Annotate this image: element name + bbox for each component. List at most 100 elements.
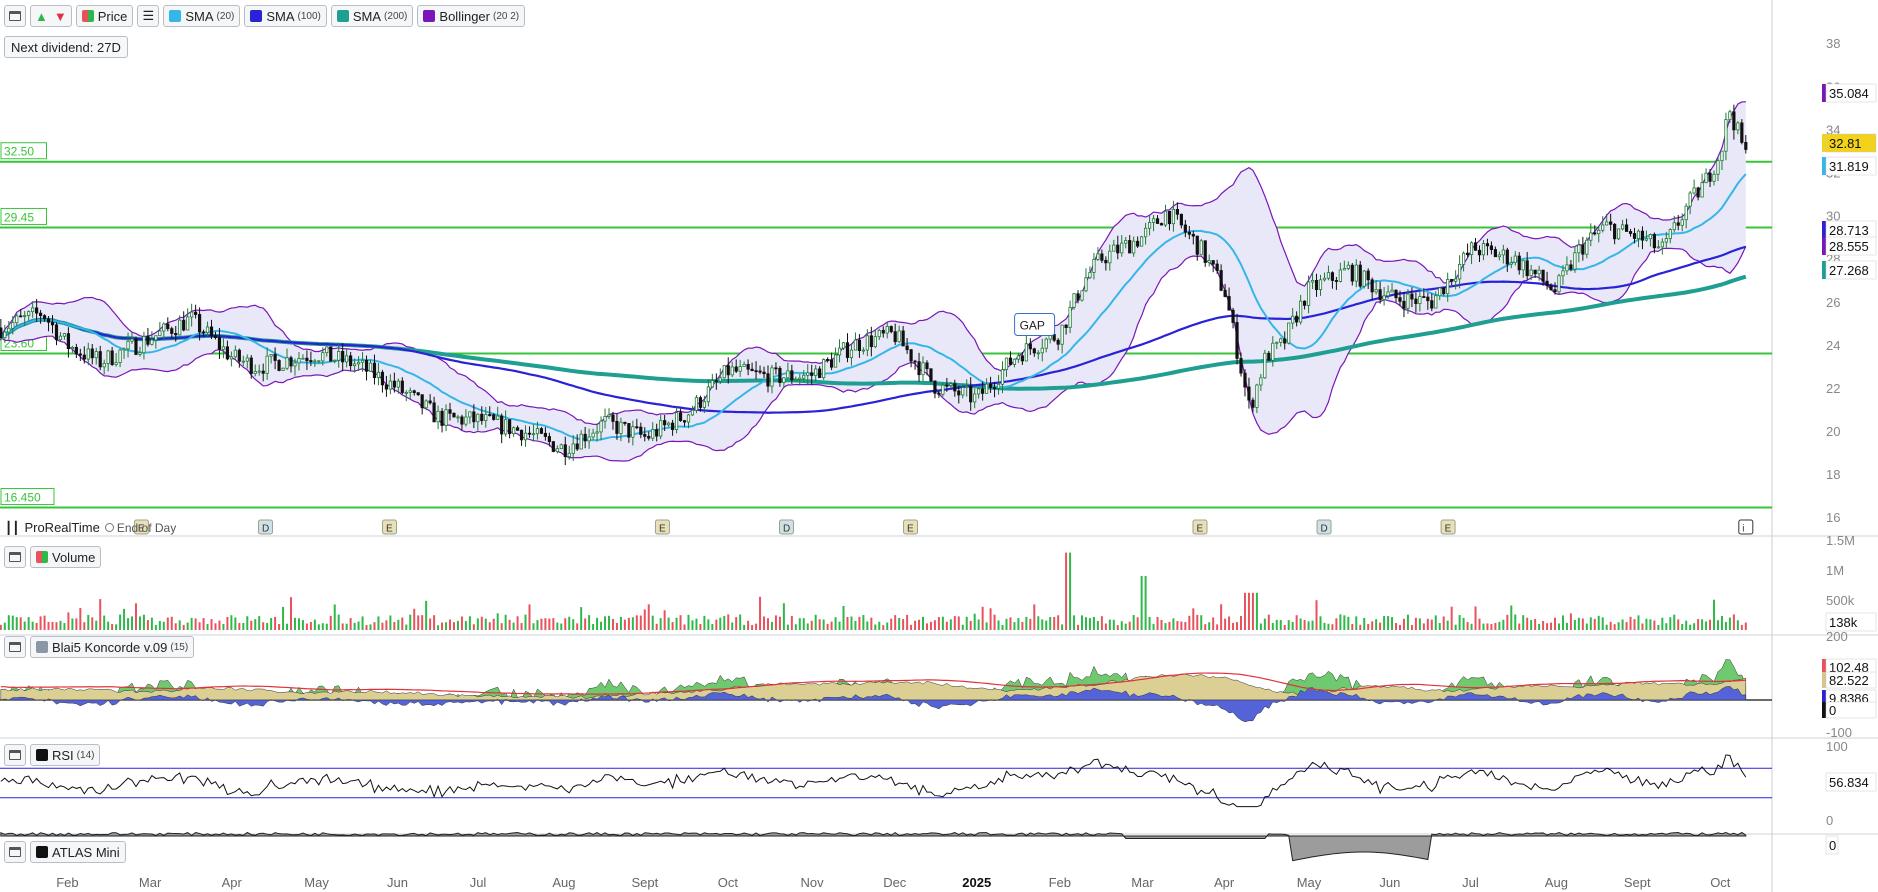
- candle-body: [631, 426, 635, 438]
- indicator-list-button[interactable]: ☰: [137, 5, 160, 27]
- candle-body: [1171, 209, 1176, 225]
- volume-bar: [1371, 621, 1374, 630]
- candle-body: [1263, 352, 1267, 379]
- volume-bar: [623, 619, 626, 630]
- volume-bar: [234, 617, 237, 630]
- rsi-window-button[interactable]: [4, 744, 26, 766]
- atlas-window-button[interactable]: [4, 841, 26, 863]
- candle-body: [778, 367, 782, 383]
- koncorde-last-label-0: 102.48: [1829, 660, 1869, 675]
- candle-body: [651, 429, 655, 439]
- volume-bar: [524, 614, 527, 630]
- candle-body: [770, 367, 774, 387]
- volume-bar: [548, 618, 551, 630]
- candle-body: [1732, 111, 1736, 131]
- volume-bar: [1148, 616, 1151, 630]
- candle-body: [1227, 296, 1231, 311]
- volume-bar: [488, 622, 491, 630]
- volume-bar: [596, 617, 599, 630]
- volume-bar: [937, 617, 940, 630]
- volume-bar: [210, 619, 213, 630]
- sma200-label: SMA: [352, 8, 382, 24]
- volume-bar: [1681, 624, 1684, 630]
- end-of-day-option[interactable]: End of Day: [104, 521, 176, 535]
- sma20-button[interactable]: SMA (20): [163, 5, 241, 27]
- koncorde-window-button[interactable]: [4, 636, 26, 658]
- candle-body: [686, 414, 691, 423]
- volume-bar: [1514, 614, 1517, 630]
- window-button[interactable]: [4, 5, 26, 27]
- candle-body: [388, 380, 392, 390]
- candle-body: [909, 349, 913, 362]
- volume-bar: [1546, 623, 1549, 630]
- candle-body: [750, 368, 754, 372]
- candle-body: [500, 415, 504, 435]
- volume-bar: [1359, 624, 1362, 630]
- volume-bar: [373, 622, 376, 630]
- candle-body: [1310, 279, 1315, 283]
- price-button[interactable]: Price: [75, 5, 134, 27]
- candle-body: [659, 420, 663, 437]
- candle-body: [1549, 285, 1553, 291]
- volume-bar: [1641, 623, 1644, 630]
- atlas-last-box: [1825, 835, 1839, 855]
- candle-body: [690, 409, 695, 416]
- volume-bar: [246, 616, 249, 630]
- bollinger-param: (20 2): [493, 10, 520, 22]
- candle-body: [655, 429, 659, 437]
- volume-bar: [286, 623, 289, 630]
- volume-bar: [134, 603, 137, 630]
- candle-body: [977, 388, 981, 395]
- candle-body: [293, 362, 297, 367]
- volume-bar: [1140, 576, 1143, 630]
- volume-bar: [878, 621, 881, 630]
- volume-bar: [7, 615, 10, 630]
- volume-bar: [262, 622, 265, 630]
- candle-body: [1299, 300, 1303, 323]
- volume-bar: [166, 617, 169, 630]
- volume-bar: [1410, 624, 1413, 630]
- x-tick-1: Mar: [139, 875, 162, 890]
- candle-body: [1092, 259, 1096, 273]
- atlas-button[interactable]: ATLAS Mini: [30, 841, 126, 863]
- volume-bar: [786, 624, 789, 630]
- volume-bar: [834, 617, 837, 630]
- candle-body: [1096, 253, 1100, 260]
- volume-label: Volume: [52, 549, 96, 565]
- candle-body: [1696, 187, 1700, 198]
- last-value-marker-0: [1822, 84, 1826, 102]
- volume-bar: [1705, 621, 1708, 630]
- volume-bar: [242, 622, 245, 630]
- direction-button[interactable]: ▲ ▼: [30, 5, 72, 27]
- volume-button[interactable]: Volume: [30, 546, 102, 568]
- koncorde-button[interactable]: Blai5 Koncorde v.09 (15): [30, 636, 195, 658]
- candle-body: [515, 427, 520, 431]
- volume-bar: [111, 623, 114, 630]
- candle-body: [285, 357, 289, 369]
- volume-window-button[interactable]: [4, 546, 26, 568]
- volume-y-tick-2: 1.5M: [1826, 533, 1855, 548]
- bollinger-button[interactable]: Bollinger (20 2): [417, 5, 526, 27]
- candle-body: [579, 433, 583, 450]
- sma200-button[interactable]: SMA (200): [330, 5, 414, 27]
- volume-bar: [1160, 619, 1163, 630]
- rsi-button[interactable]: RSI (14): [30, 744, 101, 766]
- volume-bar: [763, 616, 766, 630]
- volume-bar: [1589, 617, 1592, 630]
- candle-body: [1378, 289, 1382, 300]
- candle-body: [472, 411, 476, 423]
- volume-bar: [655, 623, 658, 630]
- volume-bar: [1120, 621, 1123, 630]
- volume-bar: [965, 616, 968, 630]
- volume-bar: [1426, 618, 1429, 630]
- candle-body: [1255, 384, 1259, 408]
- rsi-param: (14): [76, 749, 95, 761]
- volume-bar: [138, 616, 141, 630]
- candle-body: [1251, 399, 1255, 408]
- candle-body: [508, 419, 512, 435]
- sma100-button[interactable]: SMA (100): [244, 5, 327, 27]
- candle-body: [15, 315, 19, 324]
- candle-body: [611, 414, 615, 422]
- last-value-label-5: 27.268: [1829, 263, 1869, 278]
- candle-body: [432, 402, 436, 423]
